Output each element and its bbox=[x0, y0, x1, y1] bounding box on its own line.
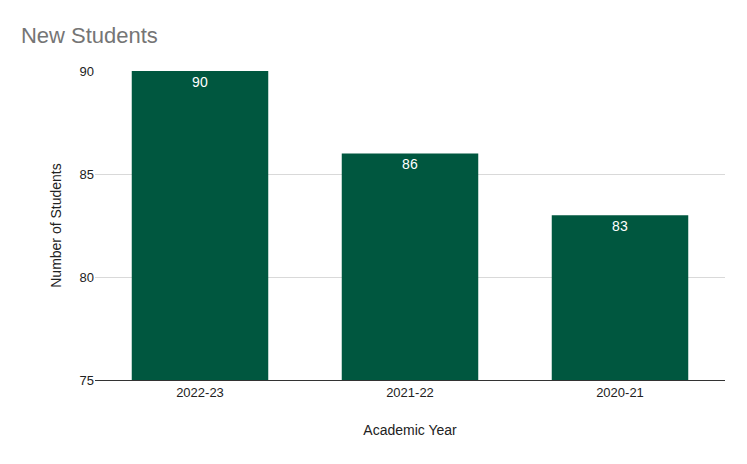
svg-text:80: 80 bbox=[80, 270, 94, 285]
svg-text:83: 83 bbox=[612, 218, 628, 234]
svg-text:New Students: New Students bbox=[21, 23, 158, 48]
svg-text:Academic Year: Academic Year bbox=[363, 422, 457, 438]
svg-text:2022-23: 2022-23 bbox=[176, 385, 224, 400]
svg-text:75: 75 bbox=[80, 373, 94, 388]
svg-text:90: 90 bbox=[80, 64, 94, 79]
svg-text:90: 90 bbox=[192, 74, 208, 90]
svg-text:86: 86 bbox=[402, 156, 418, 172]
svg-text:85: 85 bbox=[80, 167, 94, 182]
svg-text:2020-21: 2020-21 bbox=[596, 385, 644, 400]
svg-text:2021-22: 2021-22 bbox=[386, 385, 434, 400]
svg-text:Number of Students: Number of Students bbox=[48, 163, 64, 288]
